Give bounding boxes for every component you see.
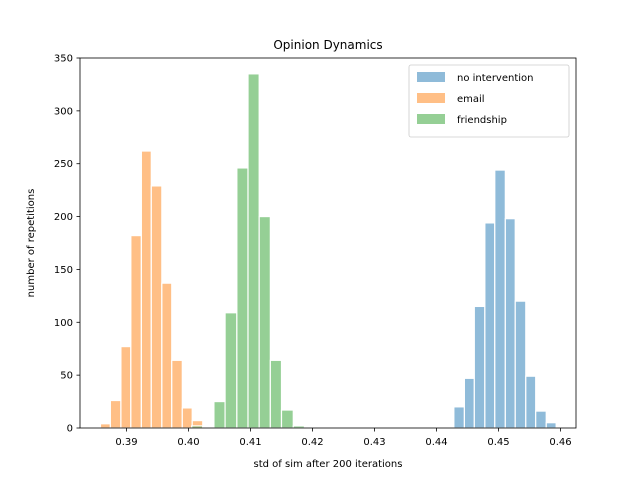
bar-no-intervention-6 bbox=[514, 300, 527, 429]
bar-friendship-8 bbox=[280, 409, 294, 429]
chart-title: Opinion Dynamics bbox=[273, 38, 382, 52]
legend: no intervention email friendship bbox=[408, 64, 570, 138]
x-tick-label: 0.41 bbox=[239, 437, 261, 448]
bar-no-intervention-7 bbox=[525, 375, 537, 429]
bar-no-intervention-9 bbox=[545, 422, 557, 429]
y-axis: 0 50 100 150 200 250 300 350 bbox=[54, 54, 80, 435]
x-tick-label: 0.42 bbox=[301, 437, 323, 448]
y-axis-label: number of repetitions bbox=[26, 189, 37, 298]
legend-label-no-intervention: no intervention bbox=[457, 73, 534, 84]
bar-email-6 bbox=[161, 282, 173, 429]
bar-no-intervention-4 bbox=[494, 169, 506, 429]
legend-label-friendship: friendship bbox=[457, 115, 507, 126]
y-tick-label: 50 bbox=[60, 371, 73, 382]
bar-friendship-2 bbox=[213, 400, 226, 429]
bar-email-1 bbox=[109, 399, 122, 429]
bar-friendship-5 bbox=[247, 73, 260, 429]
y-tick-label: 200 bbox=[54, 212, 73, 223]
y-tick-label: 150 bbox=[54, 265, 73, 276]
x-tick-label: 0.39 bbox=[115, 437, 137, 448]
bar-no-intervention-2 bbox=[473, 305, 486, 429]
x-axis-label: std of sim after 200 iterations bbox=[254, 459, 403, 470]
y-tick-label: 350 bbox=[54, 54, 73, 65]
bar-friendship-6 bbox=[258, 215, 271, 429]
x-tick-label: 0.40 bbox=[177, 437, 199, 448]
bar-email-3 bbox=[130, 235, 142, 429]
legend-label-email: email bbox=[457, 94, 485, 105]
bar-email-4 bbox=[140, 150, 152, 429]
bar-no-intervention-1 bbox=[463, 377, 475, 429]
bar-no-intervention-0 bbox=[453, 406, 465, 429]
bar-friendship-7 bbox=[269, 359, 283, 429]
x-tick-label: 0.44 bbox=[425, 437, 447, 448]
x-axis: 0.39 0.40 0.41 0.42 0.43 0.44 0.45 0.46 bbox=[115, 428, 572, 448]
x-tick-label: 0.43 bbox=[363, 437, 385, 448]
y-tick-label: 100 bbox=[54, 318, 73, 329]
x-tick-label: 0.45 bbox=[487, 437, 509, 448]
bar-no-intervention-5 bbox=[504, 218, 516, 429]
legend-swatch-email bbox=[417, 93, 445, 103]
bar-email-2 bbox=[120, 346, 132, 429]
bar-email-5 bbox=[150, 185, 163, 429]
plot-frame bbox=[79, 57, 577, 429]
bar-friendship-3 bbox=[224, 312, 238, 429]
legend-swatch-friendship bbox=[417, 114, 445, 124]
legend-swatch-no-intervention bbox=[417, 72, 445, 82]
legend-box bbox=[408, 64, 570, 138]
bar-no-intervention-3 bbox=[484, 222, 496, 429]
x-tick-label: 0.46 bbox=[549, 437, 571, 448]
bar-friendship-4 bbox=[236, 167, 249, 429]
bar-no-intervention-8 bbox=[535, 410, 547, 429]
y-tick-label: 0 bbox=[67, 424, 73, 435]
y-tick-label: 250 bbox=[54, 159, 73, 170]
bar-email-0 bbox=[99, 423, 111, 429]
bar-email-7 bbox=[171, 359, 183, 429]
bar-email-8 bbox=[181, 407, 193, 429]
y-tick-label: 300 bbox=[54, 106, 73, 117]
